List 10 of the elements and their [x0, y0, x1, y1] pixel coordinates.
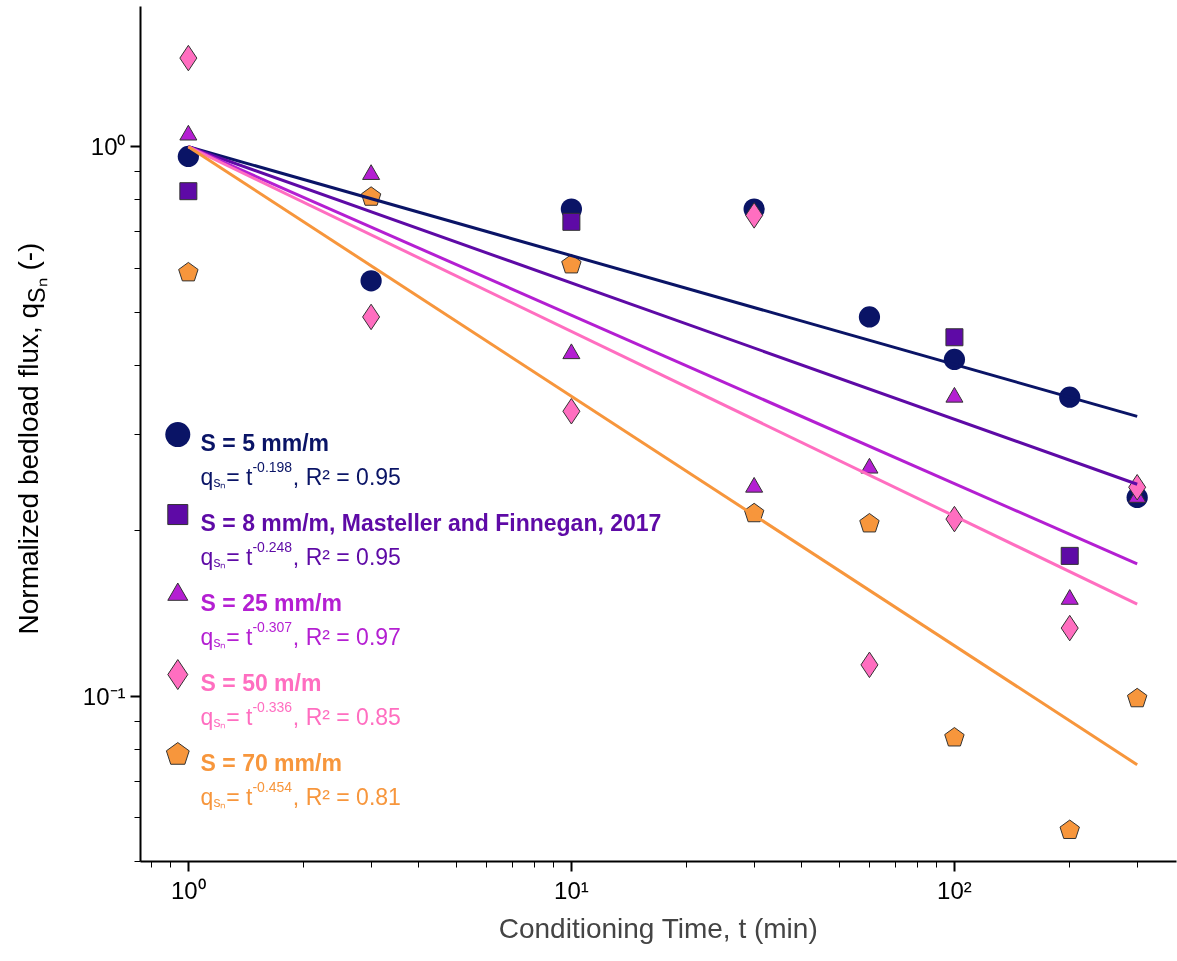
- legend-label: S = 25 mm/m: [200, 589, 342, 616]
- x-tick-label: 10⁰: [171, 876, 206, 904]
- legend-label: S = 70 mm/m: [200, 749, 342, 776]
- legend-label: S = 5 mm/m: [200, 429, 330, 456]
- y-tick-label: 10⁻¹: [82, 682, 126, 710]
- x-axis-title: Conditioning Time, t (min): [498, 912, 818, 944]
- x-tick-label: 10²: [937, 876, 972, 904]
- legend-label: S = 8 mm/m, Masteller and Finnegan, 2017: [200, 509, 662, 536]
- x-tick-label: 10¹: [554, 876, 589, 904]
- legend-label: S = 50 m/m: [200, 669, 322, 696]
